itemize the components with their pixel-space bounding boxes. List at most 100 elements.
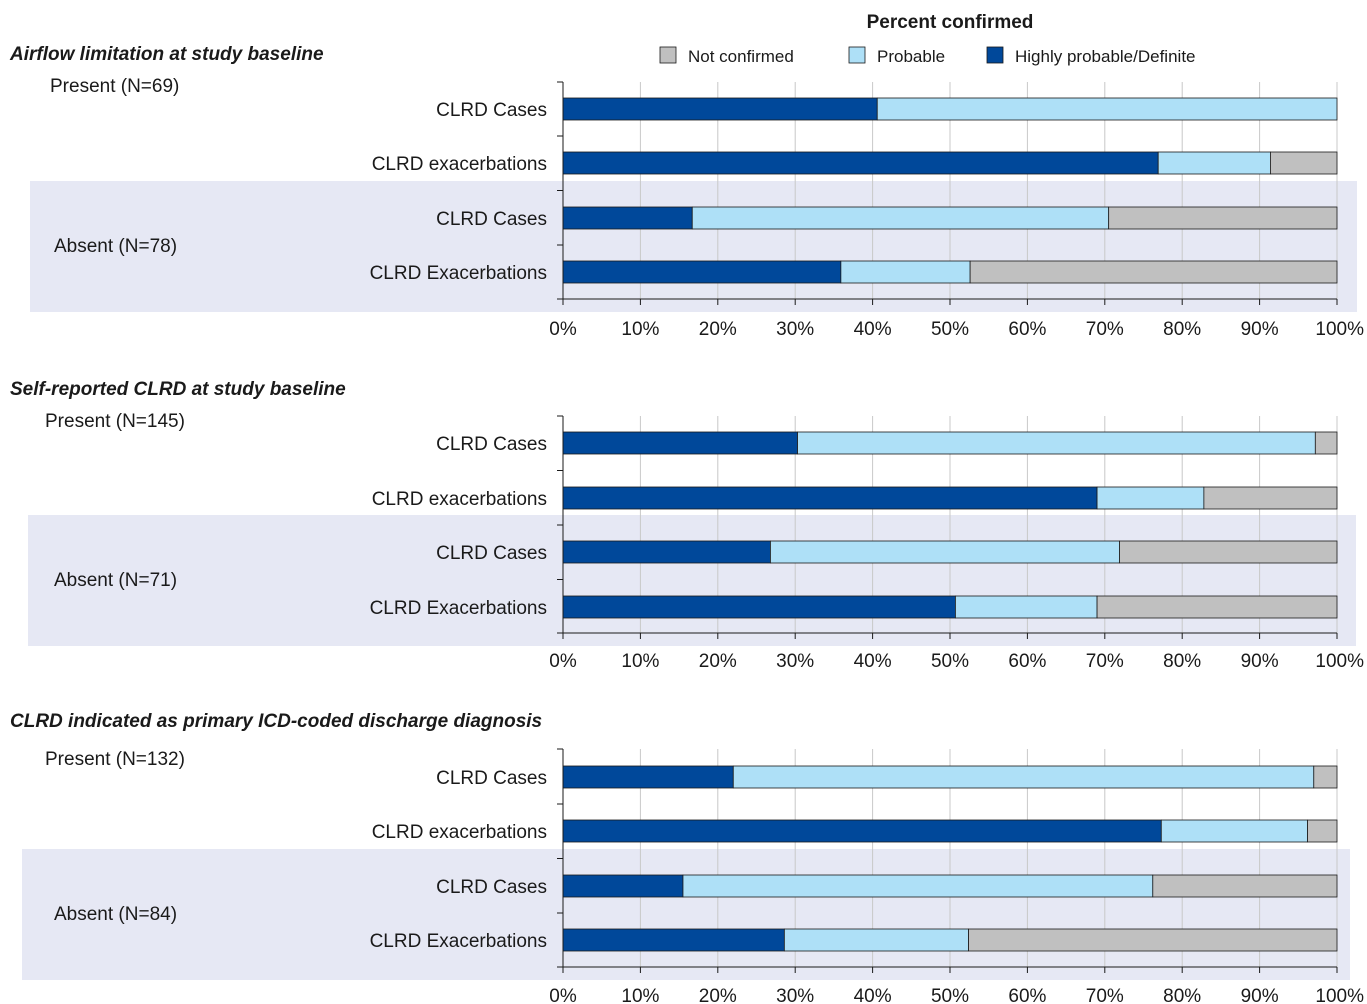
bar-segment-probable (840, 260, 971, 284)
panel-title: Airflow limitation at study baseline (9, 44, 324, 65)
x-tick-label: 0% (549, 319, 577, 340)
x-tick-label: 90% (1241, 319, 1279, 340)
x-tick-label: 30% (776, 651, 814, 672)
absent-group-band (28, 515, 1356, 646)
x-tick-label: 20% (699, 651, 737, 672)
bar-segment-not-confirmed (969, 260, 1338, 284)
bar-segment-not-confirmed (1119, 540, 1338, 564)
x-tick-label: 50% (931, 651, 969, 672)
bar-segment-not-confirmed (1313, 765, 1338, 789)
group-label: Present (N=69) (50, 76, 179, 97)
bar-segment-not-confirmed (1203, 486, 1338, 510)
category-label: CLRD exacerbations (372, 822, 547, 843)
bar-segment-probable (876, 97, 1338, 121)
category-label: CLRD Cases (436, 100, 547, 121)
category-label: CLRD exacerbations (372, 489, 547, 510)
category-label: CLRD Exacerbations (370, 931, 547, 952)
legend-swatch-probable (848, 46, 866, 64)
x-tick-label: 10% (621, 319, 659, 340)
x-tick-label: 70% (1086, 319, 1124, 340)
group-label: Present (N=145) (45, 411, 185, 432)
panel-title: Self-reported CLRD at study baseline (10, 379, 346, 400)
bar-segment-not-confirmed (1108, 206, 1338, 230)
group-label: Absent (N=78) (54, 236, 177, 257)
x-tick-label: 60% (1008, 651, 1046, 672)
category-label: CLRD Cases (436, 877, 547, 898)
bar-segment-probable (691, 206, 1110, 230)
x-tick-label: 40% (854, 651, 892, 672)
x-tick-label: 90% (1241, 986, 1279, 1004)
bar-segment-probable (732, 765, 1315, 789)
bar-segment-probable (770, 540, 1120, 564)
legend-label-probable: Probable (877, 47, 945, 66)
bar-segment-probable (955, 595, 1098, 619)
x-tick-label: 100% (1315, 319, 1364, 340)
bar-segment-highly-probable-definite (562, 595, 956, 619)
x-tick-label: 0% (549, 986, 577, 1004)
legend: Percent confirmed Not confirmed Probable… (659, 12, 1196, 66)
panel-title: CLRD indicated as primary ICD-coded disc… (10, 711, 542, 732)
bar-segment-highly-probable-definite (562, 765, 734, 789)
bar-segment-probable (1096, 486, 1205, 510)
x-tick-label: 30% (776, 319, 814, 340)
bar-segment-highly-probable-definite (562, 206, 693, 230)
absent-group-band (30, 181, 1357, 312)
absent-group-band (22, 849, 1350, 980)
bar-segment-highly-probable-definite (562, 486, 1098, 510)
x-tick-label: 40% (854, 986, 892, 1004)
x-tick-label: 40% (854, 319, 892, 340)
x-tick-label: 80% (1163, 986, 1201, 1004)
category-label: CLRD Cases (436, 768, 547, 789)
bar-segment-not-confirmed (968, 928, 1338, 952)
legend-swatch-highly-probable (986, 46, 1004, 64)
x-tick-label: 10% (621, 651, 659, 672)
legend-label-highly-probable: Highly probable/Definite (1015, 47, 1196, 66)
x-tick-label: 50% (931, 319, 969, 340)
group-label: Present (N=132) (45, 749, 185, 770)
bar-segment-probable (797, 431, 1316, 455)
legend-label-not-confirmed: Not confirmed (688, 47, 794, 66)
bar-segment-not-confirmed (1096, 595, 1338, 619)
bar-segment-probable (682, 874, 1154, 898)
x-tick-label: 30% (776, 986, 814, 1004)
x-tick-label: 100% (1315, 986, 1364, 1004)
category-label: CLRD Cases (436, 434, 547, 455)
x-tick-label: 10% (621, 986, 659, 1004)
x-tick-label: 100% (1315, 651, 1364, 672)
bar-segment-highly-probable-definite (562, 151, 1159, 175)
category-label: CLRD exacerbations (372, 154, 547, 175)
category-label: CLRD Exacerbations (370, 598, 547, 619)
group-label: Absent (N=71) (54, 570, 177, 591)
x-tick-label: 20% (699, 319, 737, 340)
bar-segment-probable (783, 928, 969, 952)
x-tick-label: 90% (1241, 651, 1279, 672)
bar-segment-highly-probable-definite (562, 874, 684, 898)
bar-segment-highly-probable-definite (562, 260, 842, 284)
x-tick-label: 0% (549, 651, 577, 672)
bar-segment-highly-probable-definite (562, 431, 798, 455)
bar-segment-not-confirmed (1270, 151, 1338, 175)
x-tick-label: 50% (931, 986, 969, 1004)
bar-segment-highly-probable-definite (562, 819, 1162, 843)
x-tick-label: 80% (1163, 651, 1201, 672)
x-tick-label: 80% (1163, 319, 1201, 340)
bar-segment-highly-probable-definite (562, 928, 785, 952)
chart-panel-2: Self-reported CLRD at study baseline Pres… (10, 379, 1364, 672)
x-tick-label: 70% (1086, 986, 1124, 1004)
bar-segment-highly-probable-definite (562, 97, 878, 121)
x-tick-label: 60% (1008, 319, 1046, 340)
bar-segment-not-confirmed (1152, 874, 1338, 898)
x-tick-label: 60% (1008, 986, 1046, 1004)
x-tick-label: 70% (1086, 651, 1124, 672)
chart-panel-3: CLRD indicated as primary ICD-coded disc… (10, 711, 1364, 1004)
bar-segment-probable (1160, 819, 1308, 843)
category-label: CLRD Exacerbations (370, 263, 547, 284)
category-label: CLRD Cases (436, 209, 547, 230)
group-label: Absent (N=84) (54, 904, 177, 925)
category-label: CLRD Cases (436, 543, 547, 564)
x-tick-label: 20% (699, 986, 737, 1004)
bar-segment-highly-probable-definite (562, 540, 771, 564)
legend-swatch-not-confirmed (659, 46, 677, 64)
legend-title: Percent confirmed (867, 12, 1034, 33)
